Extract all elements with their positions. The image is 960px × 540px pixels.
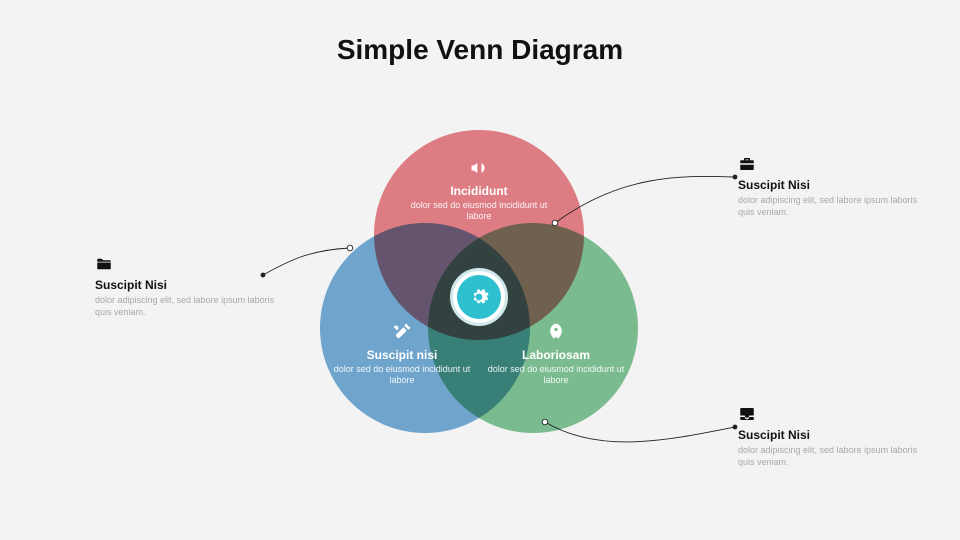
tools-icon bbox=[392, 322, 412, 342]
venn-top-desc: dolor sed do eiusmod incididunt ut labor… bbox=[409, 200, 549, 223]
callout-body: dolor adipiscing elit, sed labore ipsum … bbox=[738, 194, 918, 218]
page-title: Simple Venn Diagram bbox=[0, 34, 960, 66]
folder-icon bbox=[95, 255, 113, 273]
venn-right-desc: dolor sed do eiusmod incididunt ut labor… bbox=[486, 364, 626, 387]
venn-left-title: Suscipit nisi bbox=[367, 348, 438, 362]
venn-content-left: Suscipit nisi dolor sed do eiusmod incid… bbox=[332, 322, 472, 387]
callout-bottom-right: Suscipit Nisi dolor adipiscing elit, sed… bbox=[738, 405, 918, 468]
venn-center-hub bbox=[450, 268, 508, 326]
venn-top-title: Incididunt bbox=[450, 184, 507, 198]
callout-heading: Suscipit Nisi bbox=[738, 428, 918, 442]
inbox-icon bbox=[738, 405, 756, 423]
callout-body: dolor adipiscing elit, sed labore ipsum … bbox=[95, 294, 275, 318]
callout-body: dolor adipiscing elit, sed labore ipsum … bbox=[738, 444, 918, 468]
rocket-icon bbox=[546, 322, 566, 342]
gear-icon bbox=[469, 287, 489, 307]
venn-left-desc: dolor sed do eiusmod incididunt ut labor… bbox=[332, 364, 472, 387]
venn-content-right: Laboriosam dolor sed do eiusmod incididu… bbox=[486, 322, 626, 387]
venn-content-top: Incididunt dolor sed do eiusmod incididu… bbox=[409, 158, 549, 223]
venn-center-inner bbox=[457, 275, 501, 319]
venn-right-title: Laboriosam bbox=[522, 348, 590, 362]
callout-left: Suscipit Nisi dolor adipiscing elit, sed… bbox=[95, 255, 275, 318]
megaphone-icon bbox=[469, 158, 489, 178]
callout-heading: Suscipit Nisi bbox=[738, 178, 918, 192]
callout-heading: Suscipit Nisi bbox=[95, 278, 275, 292]
briefcase-icon bbox=[738, 155, 756, 173]
callout-top-right: Suscipit Nisi dolor adipiscing elit, sed… bbox=[738, 155, 918, 218]
